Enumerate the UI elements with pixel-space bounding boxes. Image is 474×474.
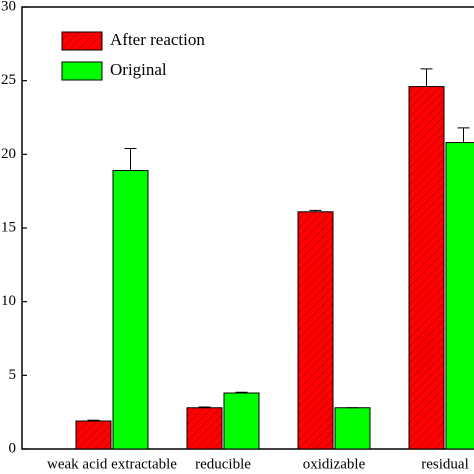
y-tick-label: 30: [1, 0, 16, 14]
x-tick-label: reducible: [195, 456, 251, 472]
bar: [186, 407, 223, 450]
bar: [334, 407, 371, 450]
error-bar: [198, 406, 211, 408]
bar: [112, 170, 149, 450]
bar: [75, 420, 112, 450]
bar: [223, 392, 260, 450]
error-bar: [309, 209, 322, 212]
y-tick-label: 0: [9, 440, 17, 456]
bar: [445, 142, 474, 450]
legend-swatch: [61, 61, 103, 81]
bar: [297, 211, 334, 450]
x-tick-label: residual: [421, 456, 468, 472]
error-bar: [457, 127, 470, 143]
y-tick-label: 10: [1, 293, 16, 309]
x-tick-label: oxidizable: [303, 456, 366, 472]
error-bar: [87, 419, 100, 422]
y-tick-label: 20: [1, 146, 16, 162]
x-tick-label: weak acid extractable: [47, 456, 177, 472]
error-bar: [235, 391, 248, 394]
legend-label: Original: [110, 60, 167, 79]
error-bar: [420, 68, 433, 87]
y-tick-label: 25: [1, 72, 16, 88]
y-tick-label: 15: [1, 219, 16, 235]
legend-swatch: [61, 31, 103, 51]
error-bar: [124, 147, 137, 171]
legend-label: After reaction: [110, 30, 205, 49]
bar: [408, 86, 445, 450]
y-tick-label: 5: [9, 367, 17, 383]
